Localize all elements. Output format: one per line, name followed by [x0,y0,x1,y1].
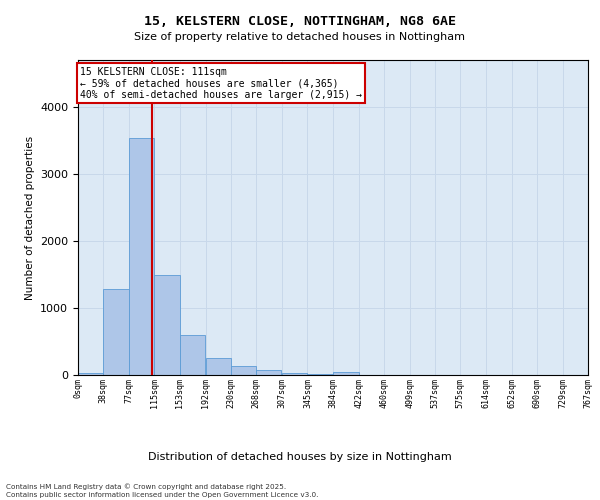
Bar [334,372,359,375]
Text: Size of property relative to detached houses in Nottingham: Size of property relative to detached ho… [134,32,466,42]
Bar [129,138,154,375]
Bar [78,373,103,375]
Text: Distribution of detached houses by size in Nottingham: Distribution of detached houses by size … [148,452,452,462]
Bar [154,275,180,375]
Text: 15 KELSTERN CLOSE: 111sqm
← 59% of detached houses are smaller (4,365)
40% of se: 15 KELSTERN CLOSE: 111sqm ← 59% of detac… [80,66,362,100]
Bar [180,335,205,375]
Text: 15, KELSTERN CLOSE, NOTTINGHAM, NG8 6AE: 15, KELSTERN CLOSE, NOTTINGHAM, NG8 6AE [144,15,456,28]
Y-axis label: Number of detached properties: Number of detached properties [25,136,35,300]
Text: Contains HM Land Registry data © Crown copyright and database right 2025.
Contai: Contains HM Land Registry data © Crown c… [6,484,319,498]
Bar [231,366,256,375]
Bar [307,374,332,375]
Bar [206,358,231,375]
Bar [282,373,307,375]
Bar [103,289,128,375]
Bar [256,370,281,375]
